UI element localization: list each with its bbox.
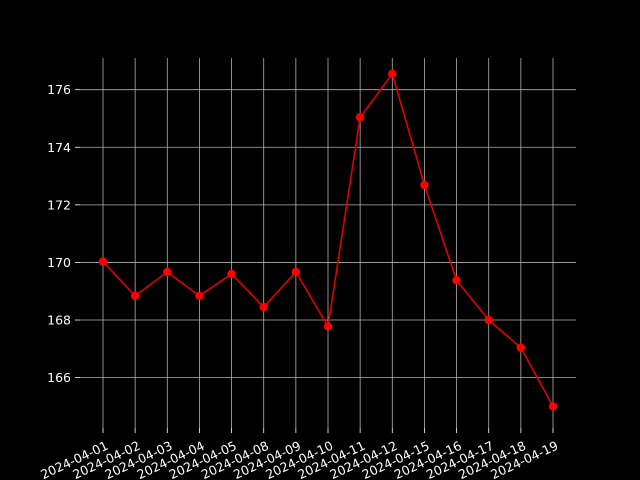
y-tick-label: 174 [47,140,71,155]
data-point [130,291,140,301]
data-point [452,276,461,285]
y-axis: 166 168 170 172 174 176 [47,82,80,385]
y-tick-label: 170 [47,255,71,270]
data-point [548,402,558,411]
data-point [163,267,172,277]
y-tick-label: 172 [47,197,71,212]
data-point [420,180,429,190]
grid [80,58,576,428]
data-point [259,302,268,312]
y-tick-label: 176 [47,82,71,97]
data-point [516,343,526,352]
y-tick-label: 166 [47,370,71,385]
data-point [355,113,365,122]
data-point [195,291,204,301]
data-point [227,269,236,279]
data-point [484,315,493,325]
data-point [323,322,333,331]
series [98,69,558,411]
x-axis: 2024-04-012024-04-022024-04-032024-04-04… [38,428,560,480]
y-tick-label: 168 [47,313,71,328]
data-point [98,257,108,266]
data-point [388,69,397,79]
data-point [291,267,301,277]
